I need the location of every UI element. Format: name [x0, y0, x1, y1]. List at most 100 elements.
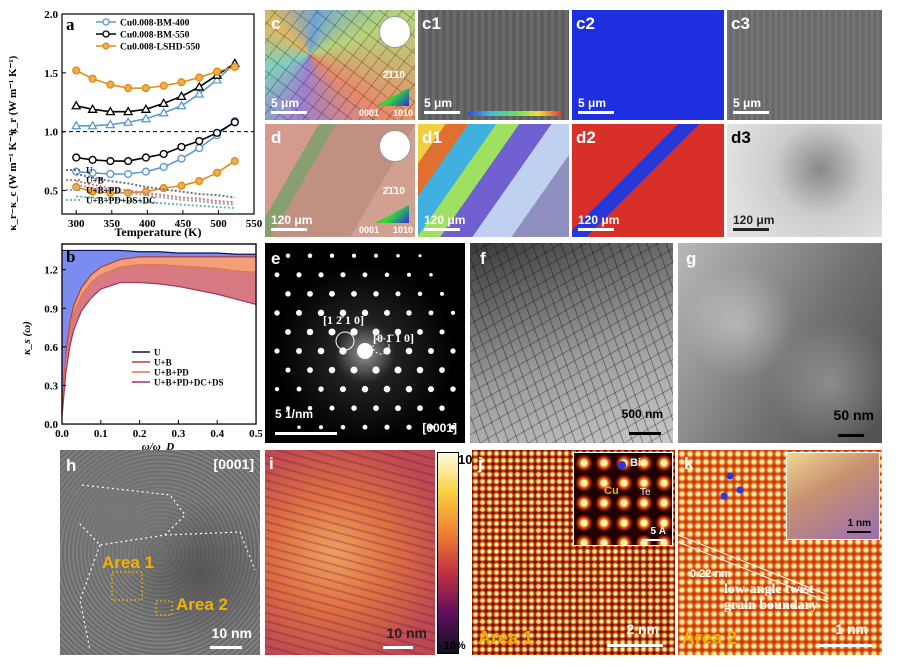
y-tick-label: 0.9: [44, 303, 58, 315]
diffraction-spot: [361, 309, 369, 317]
data-point: [124, 169, 133, 179]
diffraction-spot: [307, 367, 313, 373]
diffraction-spot: [362, 272, 368, 278]
diffraction-spot: [317, 309, 325, 317]
panel-j-inset-scale: 5 Å: [650, 526, 666, 537]
data-point: [72, 66, 81, 75]
diffraction-spot: [418, 254, 422, 258]
panel-d-scale: 120 μm: [271, 213, 313, 227]
panel-d3-scale: 120 μm: [733, 213, 775, 227]
series-line: [61, 256, 256, 412]
diffraction-spot: [274, 310, 280, 316]
diffraction-spot: [394, 366, 402, 374]
panel-d1-map: d1 120 μm: [418, 124, 569, 237]
panel-c1-scalebar: [424, 111, 460, 114]
panel-j-haadf: Bi Cu Te 5 Å j Area 1 2 nm: [472, 450, 675, 655]
panel-d2-map: d2 120 μm: [572, 124, 724, 237]
y-tick-label: 0.6: [44, 342, 58, 354]
panel-k-haadf: 1 nm k 0.22 nm low-angle twist grain bou…: [678, 450, 882, 655]
panel-k-spacing: 0.22 nm: [690, 568, 731, 580]
panel-k-inset-scalebar: [847, 531, 871, 533]
panel-f-tem: f 500 nm: [470, 243, 673, 443]
x-tick-label: 550: [246, 218, 262, 230]
diffraction-spot: [405, 385, 413, 393]
panel-c1-scale: 5 μm: [424, 96, 453, 110]
panel-b-chart: b ω/ω_D κ_s (ω) 0.0 0.1 0.2 0.3 0.4 0.50.00.3…: [21, 243, 262, 453]
y-tick-label: 2.0: [44, 9, 58, 21]
diffraction-spot: [429, 273, 433, 277]
x-tick-label: 0.5: [249, 428, 262, 440]
diffraction-spot: [340, 272, 346, 278]
series-line: [76, 62, 236, 113]
panel-d3-label: d3: [731, 128, 751, 147]
panel-d1-scale: 120 μm: [424, 213, 466, 227]
legend-marker: [102, 42, 110, 50]
data-point: [177, 142, 186, 152]
series-line: [62, 249, 256, 255]
diffraction-spot: [417, 405, 423, 412]
panel-k-inset: 1 nm: [786, 452, 880, 540]
panel-a-chart: a Temperature (K) κ_r (W m⁻¹ K⁻¹) κ_r−κ_…: [7, 9, 262, 239]
diffraction-spot: [405, 347, 413, 355]
data-point: [159, 81, 168, 90]
diffraction-spot: [339, 309, 347, 317]
plot-frame: [61, 243, 257, 425]
panel-d-label: d: [271, 128, 282, 147]
panel-c-ipf-0001: 0001: [358, 108, 379, 118]
diffraction-spot: [351, 253, 357, 258]
series-line: [75, 66, 236, 89]
series-line: [76, 62, 236, 127]
diffraction-spot: [329, 405, 335, 411]
diffraction-spot: [274, 386, 280, 392]
panel-k-annotation-2: grain boundary: [724, 598, 818, 613]
diffraction-spot: [395, 291, 401, 297]
central-beam: [357, 343, 373, 359]
panel-k-scale: 1 nm: [835, 621, 868, 637]
diffraction-spot: [373, 291, 379, 297]
diffraction-spot: [296, 272, 302, 278]
panel-j-area: Area 1: [478, 628, 534, 648]
data-point: [194, 81, 205, 91]
data-point: [230, 156, 239, 166]
panel-b-label: b: [66, 247, 75, 266]
data-point: [106, 156, 115, 166]
panel-c2-scalebar: [578, 111, 614, 114]
panel-k-label: k: [684, 454, 694, 473]
diffraction-spot: [417, 329, 423, 335]
diffraction-spot: [350, 328, 358, 336]
data-point: [123, 106, 134, 116]
panel-i-cb-bottom: -10%: [440, 640, 466, 652]
data-point: [230, 118, 239, 127]
panel-d-dir: 2̄1̄10: [382, 186, 405, 197]
diffraction-spot: [274, 272, 280, 278]
diffraction-spot: [318, 425, 324, 430]
panel-h-label: h: [66, 456, 77, 475]
diffraction-spot: [406, 424, 412, 430]
area-fill: [62, 282, 256, 424]
panel-d-ebsd-map: d 2̄1̄10 120 μm 0001 1010: [265, 124, 415, 237]
series-line: [76, 121, 236, 162]
data-point: [158, 98, 169, 108]
diffraction-spot: [428, 348, 434, 354]
panel-c2-label: c2: [576, 14, 595, 33]
data-point: [177, 78, 186, 87]
diffraction-spots: [274, 253, 456, 430]
panel-c-scale: 5 μm: [271, 96, 300, 110]
data-point: [106, 80, 115, 89]
colorbar: [468, 111, 561, 116]
x-tick-label: 0.4: [210, 428, 224, 440]
diffraction-spot: [340, 424, 346, 430]
panel-j-scalebar: [607, 644, 663, 647]
data-point: [176, 91, 187, 101]
panel-e-label: e: [271, 249, 281, 268]
x-tick-label: 300: [68, 218, 85, 230]
diffraction-spot: [396, 253, 400, 258]
pole-figure-icon: [379, 130, 411, 162]
diffraction-spot: [318, 386, 324, 392]
diffraction-spot: [362, 424, 368, 430]
x-tick-label: 0.2: [133, 428, 147, 440]
data-point: [141, 153, 151, 162]
panel-g-scale: 50 nm: [833, 407, 874, 423]
diffraction-spot: [285, 367, 291, 373]
panel-j-label: j: [478, 454, 483, 473]
